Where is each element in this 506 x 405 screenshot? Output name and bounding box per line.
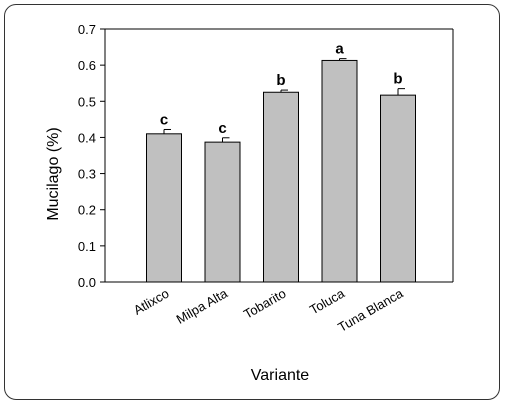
- y-tick-label: 0.4: [78, 130, 96, 145]
- bar-tobarito: [263, 91, 299, 283]
- x-axis-label: Variante: [251, 367, 310, 384]
- x-tick-label: Milpa Alta: [174, 285, 231, 327]
- y-tick-label: 0.5: [78, 94, 96, 109]
- bar-toluca: [321, 59, 358, 283]
- significance-letter: b: [276, 72, 285, 89]
- x-tick-label: Toluca: [307, 285, 348, 317]
- y-tick-label: 0.0: [78, 275, 96, 290]
- bar-tuna-blanca: [380, 94, 416, 283]
- bar-atlixco: [146, 133, 182, 283]
- y-tick-label: 0.1: [78, 239, 96, 254]
- x-tick-label: Atlixco: [131, 286, 172, 318]
- y-tick-label: 0.7: [78, 22, 96, 37]
- bar-milpa-alta: [204, 141, 241, 283]
- significance-letter: b: [393, 71, 402, 88]
- y-tick-label: 0.6: [78, 58, 96, 73]
- y-tick-label: 0.3: [78, 167, 96, 182]
- chart-frame: [4, 4, 500, 400]
- x-tick-label: Tobarito: [241, 286, 289, 322]
- significance-letter: a: [335, 41, 344, 58]
- significance-letter: c: [160, 111, 168, 128]
- x-tick-label: Tuna Blanca: [335, 285, 406, 335]
- y-axis-label: Mucilago (%): [45, 127, 62, 220]
- significance-letter: c: [218, 120, 226, 137]
- y-tick-label: 0.2: [78, 203, 96, 218]
